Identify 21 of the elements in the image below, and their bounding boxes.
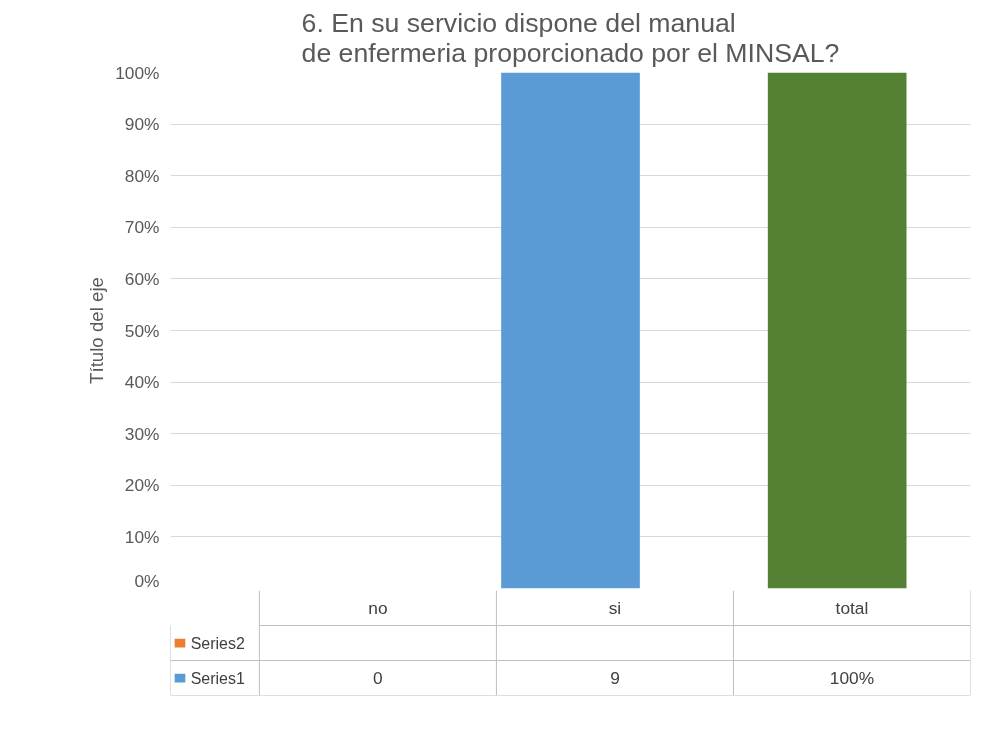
chart-title: 6. En su servicio dispone del manual de enfermeria proporcionado por el MINSAL? bbox=[301, 7, 840, 68]
legend-label: Series2 bbox=[190, 634, 245, 652]
y-tick-label: 80% bbox=[124, 165, 160, 186]
y-tick-label: 70% bbox=[124, 217, 160, 238]
y-tick-label: 0% bbox=[134, 570, 160, 591]
y-tick-label: 20% bbox=[124, 475, 160, 496]
y-tick-label: 60% bbox=[124, 268, 160, 289]
legend-label: Series1 bbox=[190, 669, 245, 687]
text: 9 bbox=[610, 668, 620, 688]
y-tick-label: 30% bbox=[124, 423, 160, 444]
data-label: 100% bbox=[829, 668, 875, 688]
y-tick-label: 10% bbox=[124, 526, 160, 547]
x-tick-label: si bbox=[608, 598, 622, 618]
y-tick-label: 40% bbox=[124, 372, 160, 393]
y-tick-label: 50% bbox=[124, 320, 160, 341]
x-tick-label: no bbox=[368, 598, 388, 618]
data-label: 0 bbox=[373, 668, 383, 688]
y-tick-label: 100% bbox=[115, 62, 160, 83]
y-axis-title: Título del eje bbox=[86, 277, 108, 384]
y-tick-label: 90% bbox=[124, 114, 160, 135]
x-tick-label: total bbox=[835, 598, 869, 618]
